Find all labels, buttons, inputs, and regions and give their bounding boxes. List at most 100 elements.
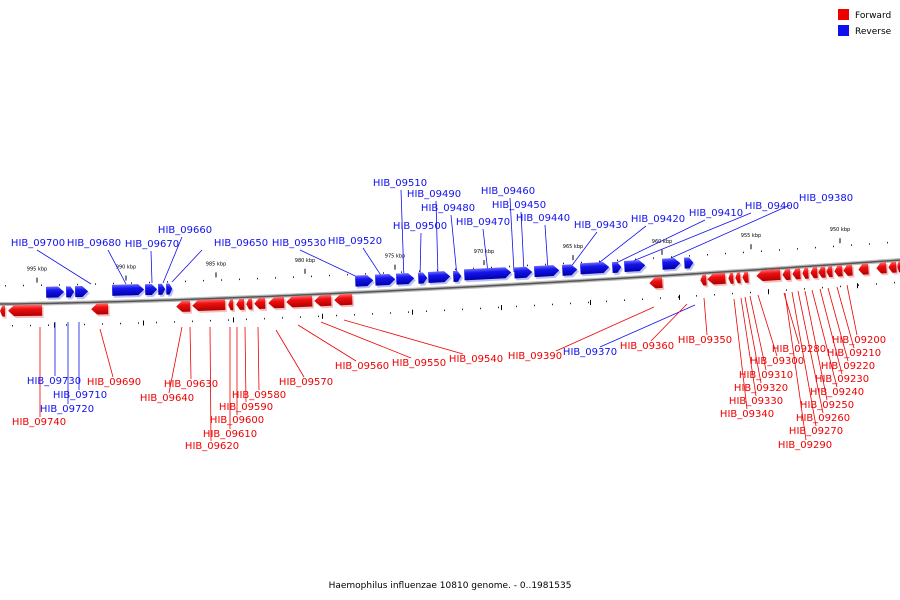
gene-label[interactable]: HIB_09550: [392, 358, 446, 369]
gene-label[interactable]: HIB_09520: [328, 236, 382, 247]
gene-arrow[interactable]: [286, 295, 315, 310]
gene-arrow[interactable]: [375, 273, 397, 288]
gene-label[interactable]: HIB_09500: [393, 221, 447, 232]
gene-label[interactable]: HIB_09320: [734, 383, 788, 394]
gene-label[interactable]: HIB_09210: [827, 348, 881, 359]
gene-arrow[interactable]: [756, 268, 783, 284]
gene-label[interactable]: HIB_09270: [789, 426, 843, 437]
gene-arrow[interactable]: [728, 272, 736, 286]
gene-label[interactable]: HIB_09540: [449, 354, 503, 365]
gene-arrow[interactable]: [112, 284, 146, 298]
gene-label[interactable]: HIB_09450: [492, 200, 546, 211]
gene-label[interactable]: HIB_09610: [203, 429, 257, 440]
gene-label[interactable]: HIB_09700: [11, 238, 65, 249]
gene-arrow[interactable]: [453, 270, 463, 284]
gene-label[interactable]: HIB_09710: [53, 390, 107, 401]
gene-label[interactable]: HIB_09260: [796, 413, 850, 424]
gene-arrow[interactable]: [158, 283, 167, 297]
gene-arrow[interactable]: [624, 260, 647, 274]
gene-label[interactable]: HIB_09560: [335, 361, 389, 372]
gene-arrow[interactable]: [176, 300, 192, 315]
gene-arrow[interactable]: [580, 262, 611, 277]
gene-arrow[interactable]: [792, 268, 803, 282]
gene-arrow[interactable]: [735, 272, 743, 286]
gene-label[interactable]: HIB_09660: [158, 225, 212, 236]
gene-label[interactable]: HIB_09730: [27, 376, 81, 387]
gene-label[interactable]: HIB_09510: [373, 178, 427, 189]
gene-arrow[interactable]: [876, 262, 889, 276]
gene-arrow[interactable]: [236, 298, 247, 312]
gene-arrow[interactable]: [843, 264, 855, 278]
gene-label[interactable]: HIB_09310: [739, 370, 793, 381]
gene-label[interactable]: HIB_09280: [772, 344, 826, 355]
gene-arrow[interactable]: [46, 286, 66, 300]
gene-label[interactable]: HIB_09290: [778, 440, 832, 451]
gene-label[interactable]: HIB_09480: [421, 203, 475, 214]
gene-arrow[interactable]: [464, 267, 513, 283]
gene-label[interactable]: HIB_09230: [815, 374, 869, 385]
gene-label[interactable]: HIB_09530: [272, 238, 326, 249]
gene-arrow[interactable]: [888, 261, 899, 275]
gene-label[interactable]: HIB_09570: [279, 377, 333, 388]
gene-arrow[interactable]: [858, 263, 871, 277]
gene-arrow[interactable]: [810, 267, 820, 281]
gene-label[interactable]: HIB_09470: [456, 217, 510, 228]
gene-arrow[interactable]: [66, 286, 76, 300]
gene-arrow[interactable]: [802, 267, 811, 281]
gene-label[interactable]: HIB_09440: [516, 213, 570, 224]
gene-label[interactable]: HIB_09460: [481, 186, 535, 197]
gene-arrow[interactable]: [396, 273, 416, 287]
gene-arrow[interactable]: [91, 303, 110, 317]
gene-label[interactable]: HIB_09490: [407, 189, 461, 200]
gene-label[interactable]: HIB_09240: [810, 387, 864, 398]
gene-label[interactable]: HIB_09400: [745, 201, 799, 212]
gene-arrow[interactable]: [254, 297, 268, 311]
gene-arrow[interactable]: [707, 272, 728, 287]
gene-arrow[interactable]: [192, 299, 227, 313]
gene-arrow[interactable]: [418, 272, 429, 286]
gene-arrow[interactable]: [428, 271, 452, 285]
gene-label[interactable]: HIB_09600: [210, 415, 264, 426]
gene-label[interactable]: HIB_09360: [620, 341, 674, 352]
gene-label[interactable]: HIB_09650: [214, 238, 268, 249]
gene-label[interactable]: HIB_09580: [232, 390, 286, 401]
gene-label[interactable]: HIB_09380: [799, 193, 853, 204]
gene-arrow[interactable]: [700, 274, 709, 288]
gene-label[interactable]: HIB_09670: [125, 239, 179, 250]
gene-arrow[interactable]: [684, 257, 695, 271]
gene-arrow[interactable]: [355, 275, 375, 289]
gene-arrow[interactable]: [782, 268, 793, 283]
gene-label[interactable]: HIB_09720: [40, 404, 94, 415]
gene-arrow[interactable]: [75, 285, 90, 300]
gene-arrow[interactable]: [228, 299, 235, 313]
gene-label[interactable]: HIB_09350: [678, 335, 732, 346]
gene-label[interactable]: HIB_09200: [832, 335, 886, 346]
gene-label[interactable]: HIB_09340: [720, 409, 774, 420]
gene-label[interactable]: HIB_09640: [140, 393, 194, 404]
gene-arrow[interactable]: [662, 258, 682, 272]
gene-label[interactable]: HIB_09330: [729, 396, 783, 407]
gene-arrow[interactable]: [534, 265, 561, 280]
gene-label[interactable]: HIB_09370: [563, 347, 617, 358]
gene-arrow[interactable]: [246, 298, 255, 312]
gene-label[interactable]: HIB_09690: [87, 377, 141, 388]
gene-label[interactable]: HIB_09630: [164, 379, 218, 390]
gene-arrow[interactable]: [166, 283, 174, 297]
gene-label[interactable]: HIB_09220: [821, 361, 875, 372]
gene-arrow[interactable]: [612, 261, 623, 275]
gene-label[interactable]: HIB_09740: [12, 417, 66, 428]
gene-arrow[interactable]: [742, 271, 751, 285]
gene-arrow[interactable]: [562, 264, 579, 278]
gene-label[interactable]: HIB_09250: [800, 400, 854, 411]
gene-label[interactable]: HIB_09430: [574, 220, 628, 231]
gene-arrow[interactable]: [818, 266, 828, 280]
gene-arrow[interactable]: [334, 293, 355, 308]
gene-label[interactable]: HIB_09410: [689, 208, 743, 219]
gene-arrow[interactable]: [145, 283, 159, 298]
gene-arrow[interactable]: [314, 294, 334, 309]
gene-arrow[interactable]: [268, 296, 287, 311]
gene-label[interactable]: HIB_09680: [67, 238, 121, 249]
gene-arrow[interactable]: [8, 304, 44, 319]
gene-label[interactable]: HIB_09300: [750, 356, 804, 367]
gene-arrow[interactable]: [834, 265, 845, 279]
